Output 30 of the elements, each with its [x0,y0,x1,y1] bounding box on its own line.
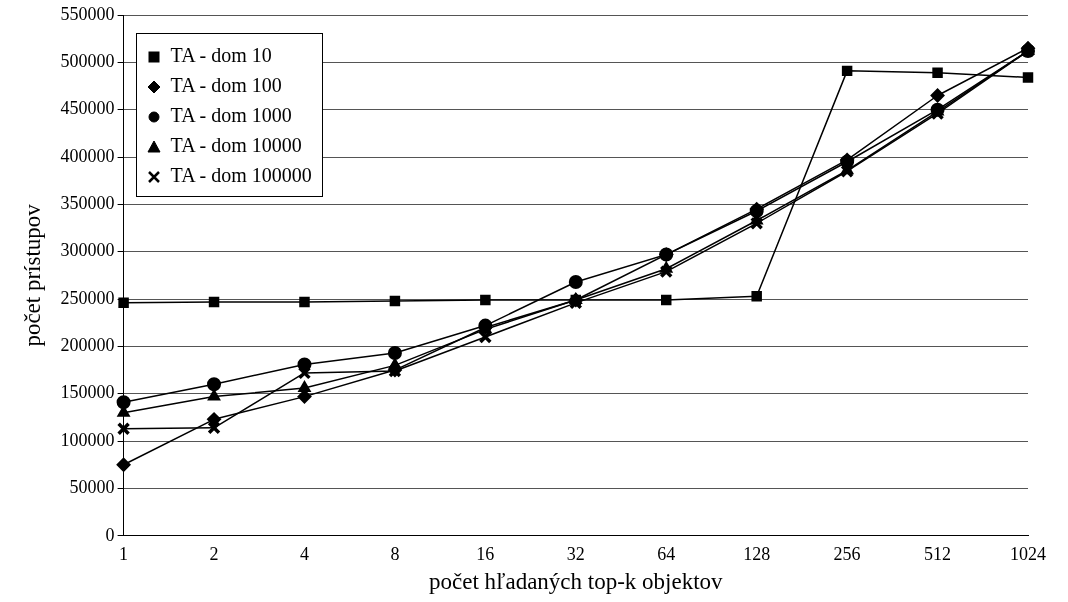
x-tick-label: 32 [566,544,585,565]
legend-label: TA - dom 100 [170,74,282,96]
y-tick-label: 100000 [60,429,115,450]
y-tick-label: 150000 [60,382,115,403]
x-tick-label: 4 [299,544,309,565]
y-tick-label: 300000 [60,240,115,261]
legend-label: TA - dom 100000 [170,164,312,186]
y-tick-label: 400000 [60,145,115,166]
x-tick-label: 128 [743,544,771,565]
x-tick-label: 1024 [1010,544,1046,565]
y-tick-label: 350000 [60,193,115,214]
y-tick-label: 250000 [60,287,115,308]
legend-label: TA - dom 10000 [170,134,302,156]
x-tick-label: 1 [119,544,129,565]
x-tick-label: 16 [476,544,495,565]
x-tick-label: 2 [209,544,219,565]
x-axis-title: počet hľadaných top-k objektov [429,569,724,595]
x-tick-label: 8 [390,544,400,565]
legend-label: TA - dom 10 [170,44,272,66]
y-axis-title: počet prístupov [19,203,45,347]
y-tick-label: 450000 [60,98,115,119]
y-tick-label: 200000 [60,335,115,356]
x-tick-label: 256 [833,544,861,565]
legend-label: TA - dom 1000 [170,104,292,126]
y-tick-label: 0 [105,524,115,545]
y-tick-label: 500000 [60,51,115,72]
x-tick-label: 64 [657,544,676,565]
x-tick-label: 512 [924,544,952,565]
y-tick-label: 50000 [69,477,115,498]
y-tick-label: 550000 [60,3,115,24]
